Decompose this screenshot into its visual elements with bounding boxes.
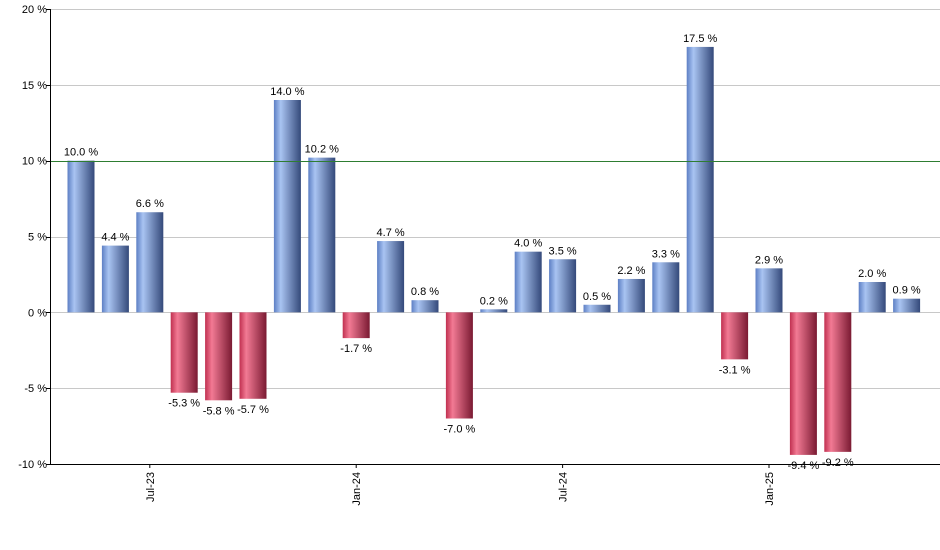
- bar: [239, 312, 267, 399]
- data-label: -5.8 %: [203, 405, 235, 417]
- y-tick-label: -5 %: [24, 383, 47, 395]
- bar: [377, 241, 405, 313]
- bar: [789, 312, 817, 455]
- bar: [514, 251, 542, 313]
- data-label: 2.0 %: [858, 268, 886, 280]
- x-tick-labels: Jul-23 Jan-24 Jul-24 Jan-25: [145, 472, 776, 506]
- x-tick-label: Jul-23: [145, 472, 157, 502]
- bar: [411, 300, 439, 313]
- data-label: 2.9 %: [755, 254, 783, 266]
- bar: [342, 312, 370, 339]
- data-label: 6.6 %: [136, 198, 164, 210]
- data-label: 0.8 %: [411, 286, 439, 298]
- data-label: 0.5 %: [583, 291, 611, 303]
- bar: [858, 282, 886, 313]
- bar: [824, 312, 852, 452]
- bar: [67, 160, 95, 313]
- bar: [686, 46, 714, 313]
- y-tick-label: 0 %: [28, 307, 47, 319]
- data-label: 10.2 %: [305, 144, 339, 156]
- bars: [67, 46, 921, 455]
- data-label: -5.3 %: [168, 398, 200, 410]
- data-label: 0.2 %: [480, 295, 508, 307]
- bar: [170, 312, 198, 393]
- data-label: -9.4 %: [788, 460, 820, 472]
- data-labels: 10.0 % 4.4 % 6.6 % -5.3 %-5.8 % -5.7 % 14.0 %…: [64, 33, 921, 472]
- bar: [101, 245, 129, 313]
- axes: [46, 9, 940, 468]
- bar: [721, 312, 749, 360]
- y-tick-label: 20 %: [22, 4, 47, 16]
- data-label: 0.9 %: [893, 285, 921, 297]
- bar: [273, 100, 301, 313]
- bar: [480, 309, 508, 313]
- bar: [617, 278, 645, 313]
- y-tick-label: 5 %: [28, 232, 47, 244]
- bar: [583, 304, 611, 313]
- x-tick-label: Jul-24: [558, 472, 570, 502]
- bar: [136, 212, 164, 313]
- data-label: -9.2 %: [822, 457, 854, 469]
- data-label: -5.7 %: [237, 404, 269, 416]
- y-tick-label: 10 %: [22, 156, 47, 168]
- bar: [205, 312, 233, 401]
- data-label: 2.2 %: [617, 265, 645, 277]
- y-tick-label: 15 %: [22, 80, 47, 92]
- data-label: 14.0 %: [270, 86, 304, 98]
- bar: [549, 259, 577, 313]
- x-tick-label: Jan-24: [351, 472, 363, 506]
- data-label: 17.5 %: [683, 33, 717, 45]
- bar: [445, 312, 473, 419]
- bar: [755, 268, 783, 313]
- data-label: 10.0 %: [64, 147, 98, 159]
- data-label: 4.7 %: [377, 227, 405, 239]
- bar: [308, 157, 336, 313]
- data-label: 4.4 %: [101, 232, 129, 244]
- data-label: -3.1 %: [719, 364, 751, 376]
- y-tick-labels: 20 % 15 % 10 % 5 % 0 % -5 % -10 %: [18, 4, 47, 471]
- data-label: -1.7 %: [340, 343, 372, 355]
- data-label: 4.0 %: [514, 238, 542, 250]
- data-label: 3.5 %: [549, 245, 577, 257]
- data-label: 3.3 %: [652, 248, 680, 260]
- bar: [893, 298, 921, 313]
- y-tick-label: -10 %: [18, 459, 47, 471]
- data-label: -7.0 %: [444, 424, 476, 436]
- bar: [652, 262, 680, 313]
- x-tick-label: Jan-25: [764, 472, 776, 506]
